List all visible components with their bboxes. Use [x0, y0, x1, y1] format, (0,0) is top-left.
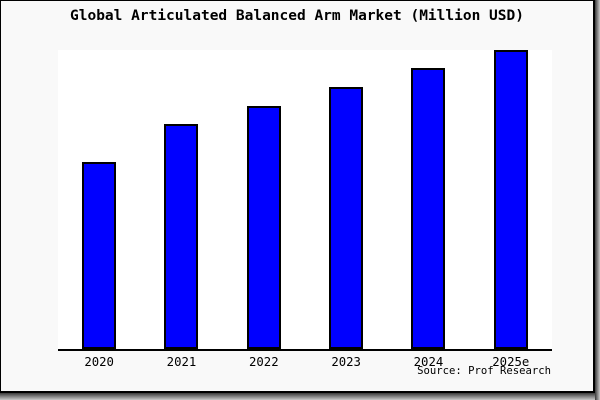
drop-shadow-right — [595, 0, 600, 400]
drop-shadow-bottom — [0, 393, 595, 400]
bar-2023 — [329, 86, 364, 349]
x-tick-2020: 2020 — [84, 355, 114, 369]
source-note: Source: Prof Research — [417, 365, 551, 377]
x-tick-2022: 2022 — [249, 355, 279, 369]
x-tick-2024: 2024 — [413, 355, 444, 369]
bar-2020 — [82, 161, 117, 349]
x-tick-2021: 2021 — [166, 355, 197, 369]
plot-area — [58, 50, 552, 351]
bar-2022 — [246, 105, 281, 349]
x-axis-tick-labels: 2020 2021 2022 2023 2024 2025e — [58, 355, 552, 369]
bars-container — [58, 50, 552, 349]
chart-figure-frame: Global Articulated Balanced Arm Market (… — [0, 0, 595, 393]
bar-2021 — [164, 124, 199, 349]
bar-2025e — [493, 50, 528, 349]
x-tick-2025e: 2025e — [492, 355, 530, 369]
bar-2024 — [411, 67, 446, 349]
x-tick-2023: 2023 — [331, 355, 361, 369]
chart-title: Global Articulated Balanced Arm Market (… — [70, 8, 524, 24]
